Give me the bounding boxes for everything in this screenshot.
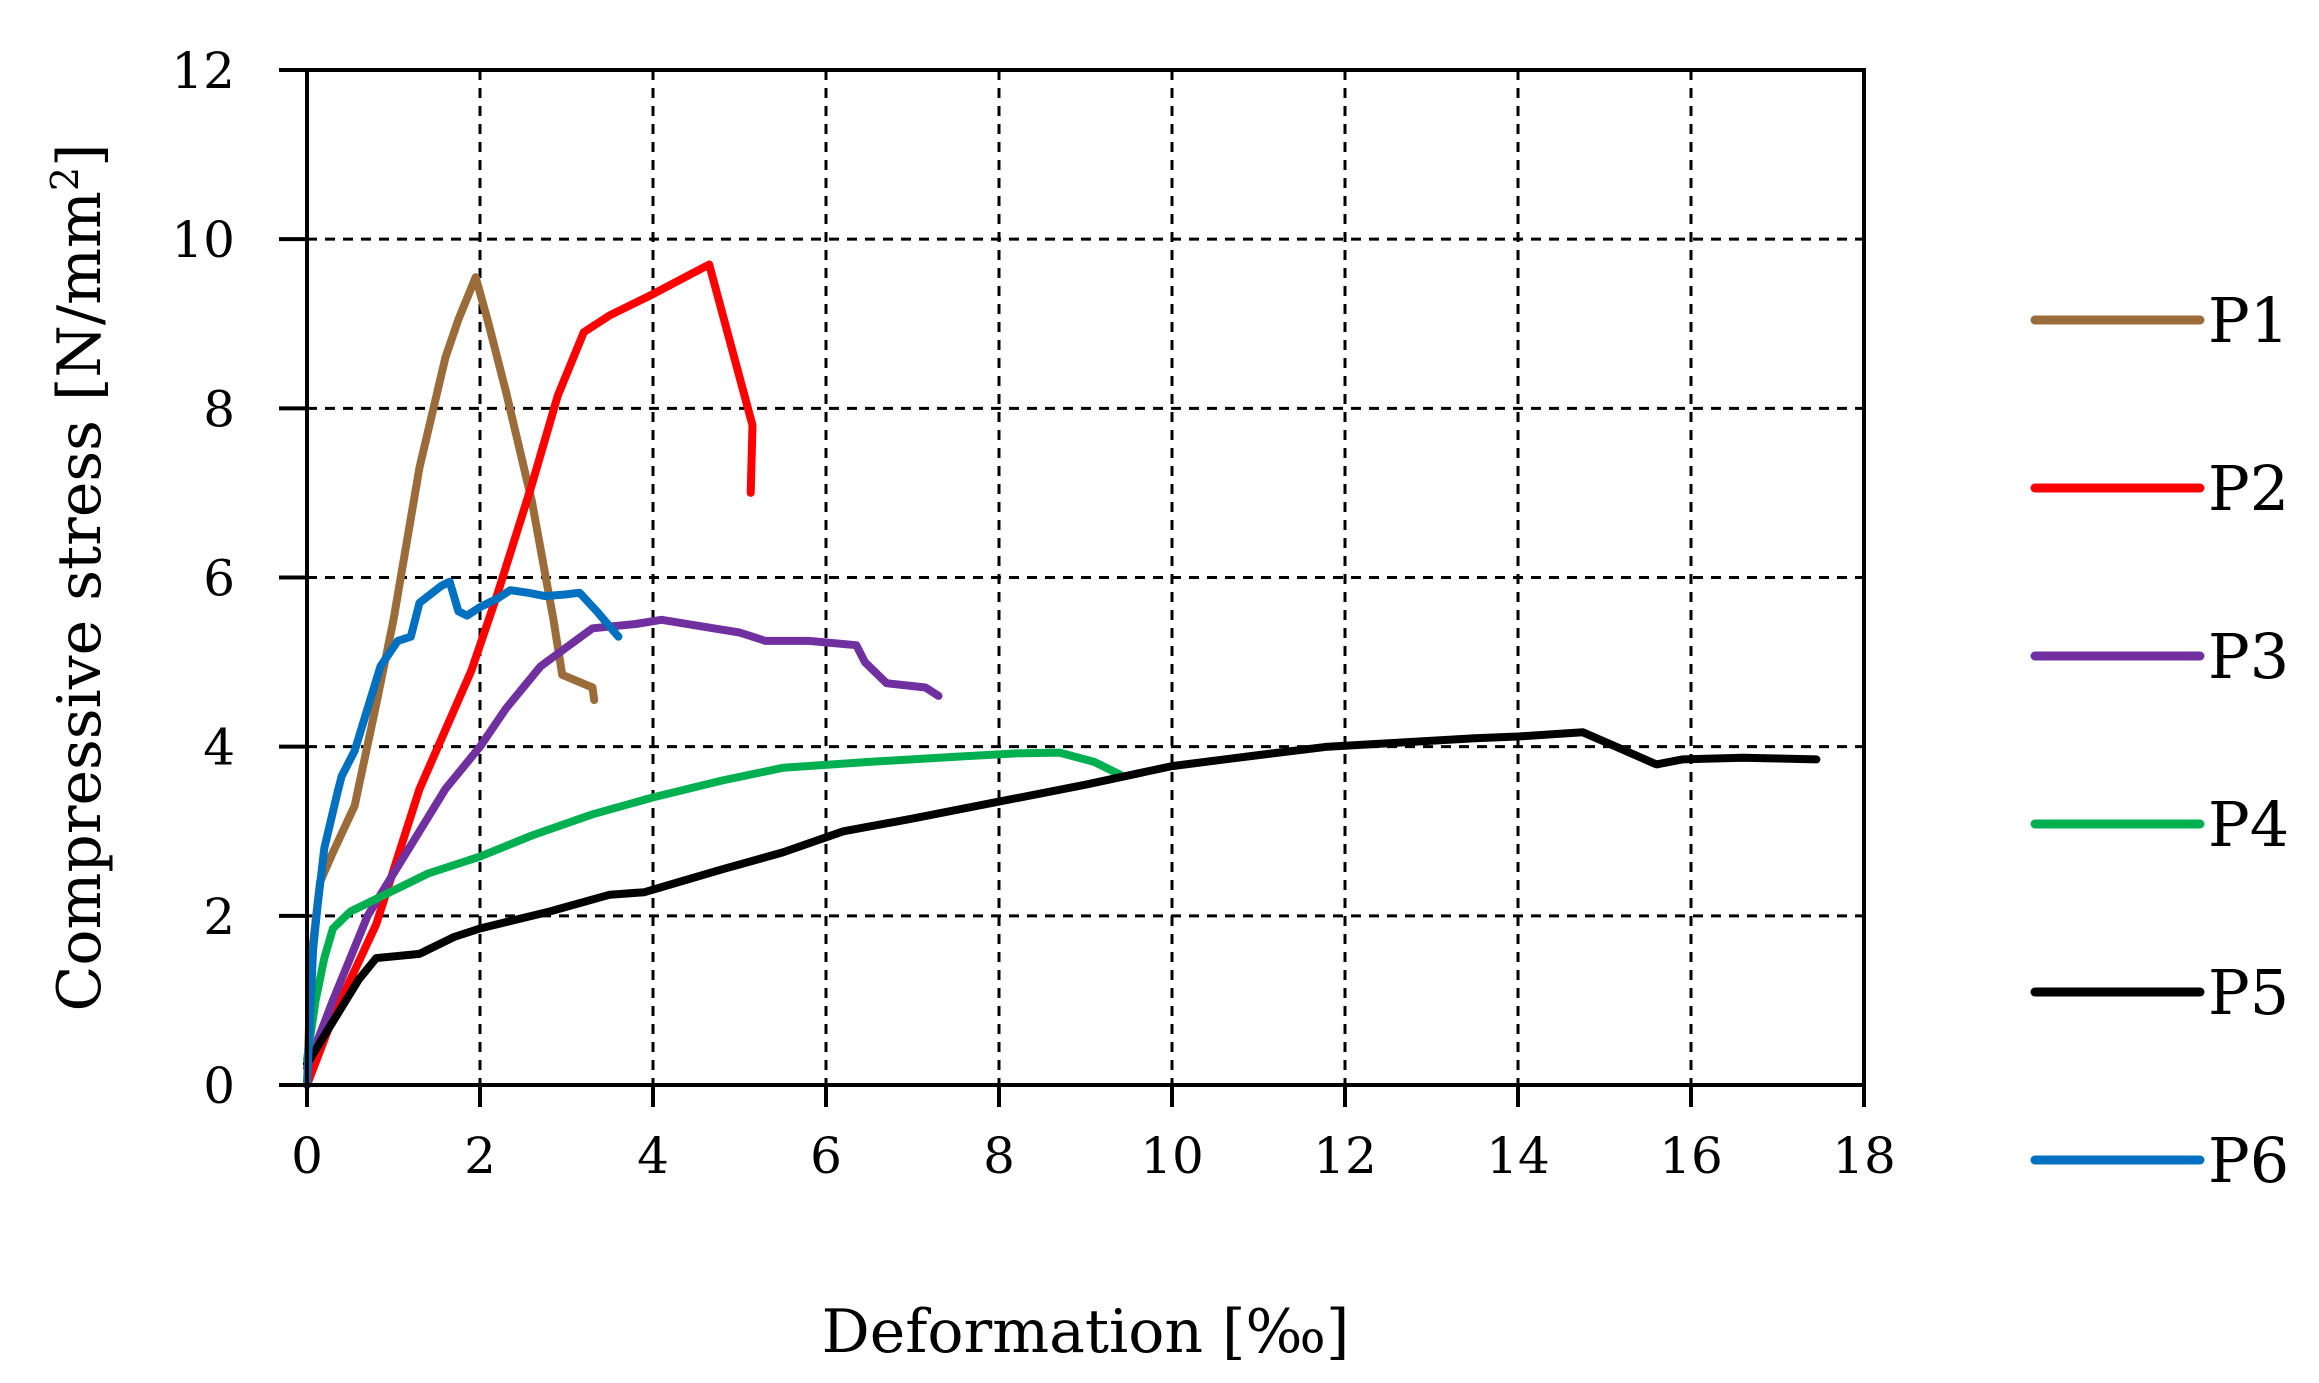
x-tick-label: 4 — [637, 1127, 669, 1185]
series-line-p2 — [303, 260, 757, 1089]
legend-label-p1: P1 — [2208, 284, 2289, 357]
x-axis-title: Deformation [‰] — [822, 1297, 1350, 1367]
y-tick-label: 12 — [171, 42, 235, 100]
series-line-p3 — [303, 615, 943, 1073]
tick-labels: 0 2 4 6 8 10 12 14 16 18 0 2 4 6 8 10 12 — [171, 42, 1895, 1185]
x-tick-label: 14 — [1486, 1127, 1550, 1185]
y-tick-label: 10 — [171, 211, 235, 269]
series-line-p4 — [303, 748, 1125, 1064]
axis-ticks — [279, 68, 1866, 1107]
legend-label-p3: P3 — [2208, 620, 2289, 693]
y-axis-title-superscript: 2 — [43, 167, 87, 191]
y-axis-title: Compressive stress [N/mm2] — [43, 143, 115, 1011]
x-tick-label: 0 — [291, 1127, 323, 1185]
y-axis-title-end: ] — [45, 143, 115, 166]
series-group — [303, 260, 1821, 1089]
legend-label-p2: P2 — [2208, 452, 2289, 525]
x-tick-label: 16 — [1659, 1127, 1723, 1185]
series-line-p1 — [303, 273, 599, 1089]
legend: P1 P2 P3 P4 P5 P6 — [2030, 284, 2289, 1197]
series-line-p5 — [303, 728, 1821, 1068]
series-line-p6 — [303, 577, 623, 1089]
y-tick-label: 8 — [203, 380, 235, 438]
x-tick-label: 18 — [1832, 1127, 1896, 1185]
x-tick-label: 6 — [810, 1127, 842, 1185]
y-tick-label: 2 — [203, 888, 235, 946]
y-axis-title-main: Compressive stress [N/mm — [45, 191, 115, 1011]
x-tick-label: 2 — [464, 1127, 496, 1185]
y-tick-label: 0 — [203, 1057, 235, 1115]
x-tick-label: 8 — [983, 1127, 1015, 1185]
x-tick-label: 12 — [1313, 1127, 1377, 1185]
y-tick-label: 4 — [203, 719, 235, 777]
y-tick-label: 6 — [203, 550, 235, 608]
x-tick-label: 10 — [1140, 1127, 1204, 1185]
legend-label-p4: P4 — [2208, 788, 2289, 861]
grid — [307, 70, 1864, 1085]
legend-label-p5: P5 — [2208, 956, 2289, 1029]
legend-label-p6: P6 — [2208, 1124, 2289, 1197]
